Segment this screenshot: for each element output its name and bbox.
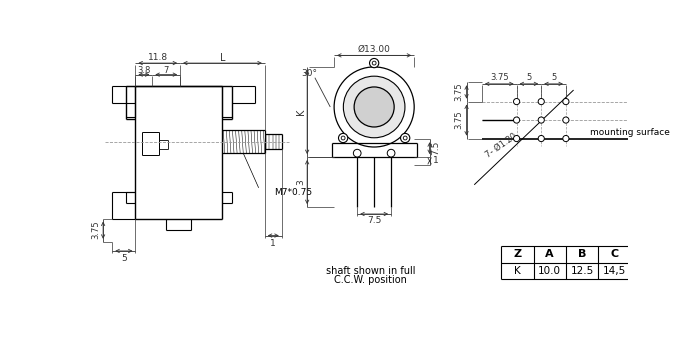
Text: 5: 5	[526, 73, 531, 82]
Circle shape	[341, 136, 345, 140]
Text: 7.5: 7.5	[367, 217, 382, 226]
Text: 3.75: 3.75	[454, 111, 463, 129]
Text: 30°: 30°	[302, 69, 318, 78]
Text: 5: 5	[121, 254, 127, 263]
Text: 1: 1	[270, 239, 276, 248]
Text: B: B	[578, 249, 586, 259]
Circle shape	[538, 117, 545, 123]
Text: C.C.W. position: C.C.W. position	[334, 275, 407, 285]
Circle shape	[514, 117, 519, 123]
Circle shape	[563, 117, 569, 123]
Text: A: A	[545, 249, 554, 259]
Circle shape	[400, 134, 410, 143]
Text: 3.75: 3.75	[490, 73, 509, 82]
Text: 14,5: 14,5	[603, 266, 626, 276]
Text: 7.5: 7.5	[431, 141, 440, 155]
Circle shape	[563, 99, 569, 104]
Circle shape	[387, 149, 395, 157]
Text: M7*0.75: M7*0.75	[274, 188, 312, 197]
Text: L: L	[220, 53, 225, 63]
Text: 7- Ø1.20: 7- Ø1.20	[484, 131, 519, 159]
Circle shape	[538, 99, 545, 104]
Text: mounting surface: mounting surface	[589, 128, 670, 137]
Circle shape	[372, 61, 376, 65]
Text: 12.5: 12.5	[570, 266, 594, 276]
Circle shape	[538, 136, 545, 142]
Text: 10.0: 10.0	[538, 266, 561, 276]
Circle shape	[354, 149, 361, 157]
Circle shape	[354, 87, 394, 127]
Text: 3.8: 3.8	[137, 65, 150, 74]
Text: C: C	[610, 249, 619, 259]
Text: 1: 1	[433, 156, 439, 165]
Circle shape	[514, 99, 519, 104]
Text: Ø13.00: Ø13.00	[358, 45, 391, 54]
Text: 3.75: 3.75	[91, 221, 100, 239]
Text: K: K	[296, 109, 306, 115]
Text: 5: 5	[551, 73, 556, 82]
Text: 3.75: 3.75	[454, 83, 463, 101]
Circle shape	[370, 58, 379, 68]
Text: Z: Z	[513, 249, 522, 259]
Circle shape	[514, 136, 519, 142]
Text: 11.8: 11.8	[148, 53, 168, 62]
Text: K: K	[514, 266, 521, 276]
Circle shape	[563, 136, 569, 142]
Circle shape	[339, 134, 348, 143]
Text: 3: 3	[297, 179, 305, 185]
Circle shape	[403, 136, 407, 140]
Circle shape	[334, 67, 414, 147]
Text: shaft shown in full: shaft shown in full	[326, 266, 415, 276]
Circle shape	[343, 76, 405, 138]
Text: 7: 7	[164, 65, 169, 74]
